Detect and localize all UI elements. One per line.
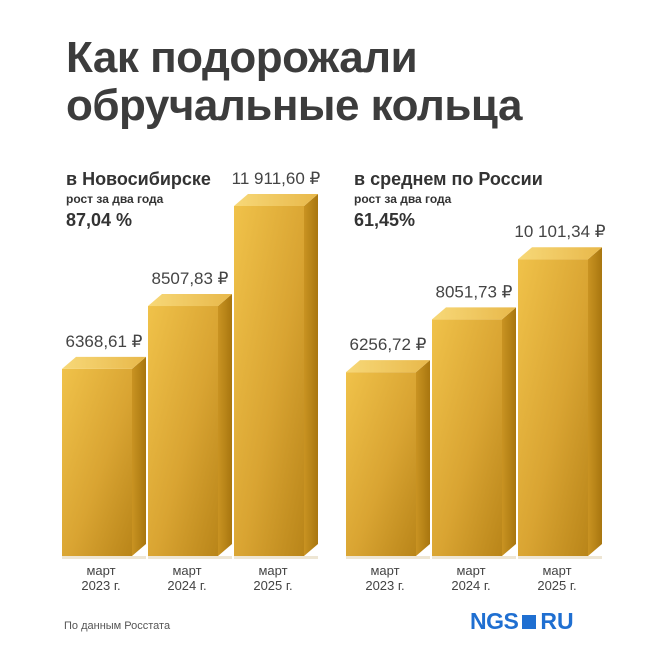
bar-side bbox=[416, 360, 430, 556]
value-label: 8507,83 ₽ bbox=[152, 269, 229, 288]
chart-title: Как подорожали обручальные кольца bbox=[66, 34, 626, 130]
gold-bar bbox=[62, 356, 146, 559]
gold-bar bbox=[148, 294, 232, 559]
category-label: 2023 г. bbox=[365, 578, 404, 593]
category-label: март bbox=[370, 563, 399, 578]
category-label: март bbox=[542, 563, 571, 578]
value-label: 11 911,60 ₽ bbox=[232, 169, 321, 188]
bar-top bbox=[148, 294, 232, 307]
category-label: март bbox=[258, 563, 287, 578]
bar-shadow bbox=[346, 556, 430, 559]
bar-side bbox=[588, 247, 602, 556]
bar-shadow bbox=[148, 556, 232, 559]
bar-shadow bbox=[234, 556, 318, 559]
category-label: март bbox=[456, 563, 485, 578]
category-label: 2024 г. bbox=[167, 578, 206, 593]
title-line-2: обручальные кольца bbox=[66, 81, 522, 130]
bar-front bbox=[234, 206, 304, 556]
panel-subtitle: рост за два года bbox=[66, 192, 164, 206]
category-label: 2023 г. bbox=[81, 578, 120, 593]
growth-value: 87,04 % bbox=[66, 210, 133, 230]
bar-shadow bbox=[518, 556, 602, 559]
logo-domain: RU bbox=[540, 607, 574, 634]
bar-shadow bbox=[432, 556, 516, 559]
category-label: 2025 г. bbox=[537, 578, 576, 593]
bar-front bbox=[518, 259, 588, 556]
gold-bar bbox=[518, 247, 602, 559]
bar-front bbox=[148, 306, 218, 556]
bar-side bbox=[502, 307, 516, 556]
logo-brand: NGS bbox=[470, 607, 519, 634]
category-label: 2024 г. bbox=[451, 578, 490, 593]
gold-bar bbox=[432, 307, 516, 559]
value-label: 6256,72 ₽ bbox=[350, 335, 427, 354]
bar-side bbox=[218, 294, 232, 556]
bar-top bbox=[518, 247, 602, 260]
panel-subtitle: рост за два года bbox=[354, 192, 452, 206]
logo-square-icon bbox=[522, 615, 537, 629]
bar-top bbox=[234, 194, 318, 206]
gold-bar bbox=[234, 194, 318, 559]
bar-side bbox=[132, 356, 146, 556]
value-label: 10 101,34 ₽ bbox=[514, 222, 605, 241]
panel-header-novosibirsk: в Новосибирске рост за два года 87,04 % bbox=[66, 168, 211, 231]
panel-header-russia: в среднем по России рост за два года 61,… bbox=[354, 168, 543, 231]
title-line-1: Как подорожали bbox=[66, 33, 418, 82]
bar-top bbox=[346, 360, 430, 373]
ngs-logo: NGS RU bbox=[470, 608, 574, 634]
bar-top bbox=[432, 307, 516, 320]
bar-front bbox=[346, 372, 416, 556]
value-label: 8051,73 ₽ bbox=[436, 282, 513, 301]
category-label: март bbox=[86, 563, 115, 578]
category-label: март bbox=[172, 563, 201, 578]
category-label: 2025 г. bbox=[253, 578, 292, 593]
gold-bar bbox=[346, 360, 430, 559]
bar-front bbox=[62, 368, 132, 556]
growth-value: 61,45% bbox=[354, 210, 416, 230]
source-note: По данным Росстата bbox=[64, 620, 171, 632]
bar-front bbox=[432, 319, 502, 556]
bar-shadow bbox=[62, 556, 146, 559]
bar-side bbox=[304, 194, 318, 556]
panel-title: в среднем по России bbox=[354, 169, 543, 189]
panel-title: в Новосибирске bbox=[66, 169, 211, 189]
bar-top bbox=[62, 356, 146, 369]
value-label: 6368,61 ₽ bbox=[66, 332, 143, 351]
